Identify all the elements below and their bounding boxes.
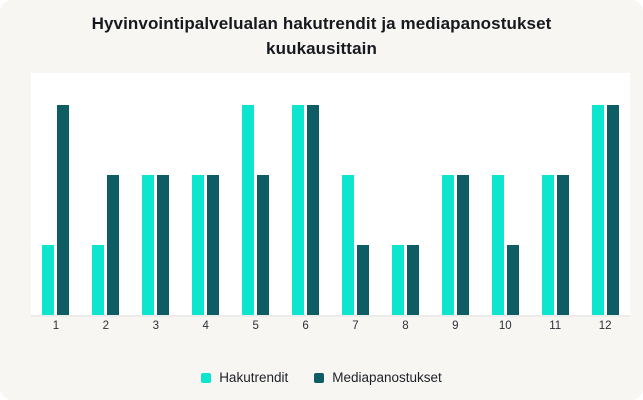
bar-group-7 bbox=[331, 73, 381, 315]
bar-mediapanostukset-4 bbox=[207, 175, 220, 315]
bar-group-3 bbox=[131, 73, 181, 315]
bar-mediapanostukset-11 bbox=[556, 175, 569, 315]
bar-hakutrendit-6 bbox=[292, 105, 305, 315]
legend-label-hakutrendit: Hakutrendit bbox=[219, 370, 289, 385]
bar-hakutrendit-3 bbox=[142, 175, 155, 315]
legend: Hakutrendit Mediapanostukset bbox=[0, 370, 643, 385]
x-tick-label-4: 4 bbox=[202, 320, 209, 332]
bar-group-1 bbox=[31, 73, 81, 315]
bar-group-2 bbox=[81, 73, 131, 315]
legend-item-hakutrendit: Hakutrendit bbox=[201, 370, 288, 385]
bar-hakutrendit-4 bbox=[192, 175, 205, 315]
bar-hakutrendit-11 bbox=[541, 175, 554, 315]
bar-hakutrendit-1 bbox=[42, 245, 55, 315]
legend-swatch-hakutrendit bbox=[201, 372, 212, 383]
legend-label-mediapanostukset: Mediapanostukset bbox=[332, 370, 442, 385]
x-tick-label-9: 9 bbox=[452, 320, 459, 332]
bar-group-9 bbox=[430, 73, 480, 315]
bar-mediapanostukset-5 bbox=[257, 175, 270, 315]
bar-hakutrendit-7 bbox=[341, 175, 354, 315]
bar-mediapanostukset-3 bbox=[157, 175, 170, 315]
bar-hakutrendit-2 bbox=[92, 245, 105, 315]
x-axis: 1 2 3 4 5 6 7 8 9 10 11 12 bbox=[31, 320, 630, 332]
bar-hakutrendit-5 bbox=[242, 105, 255, 315]
bar-mediapanostukset-9 bbox=[456, 175, 469, 315]
x-tick-label-3: 3 bbox=[152, 320, 159, 332]
x-tick-label-11: 11 bbox=[549, 320, 562, 332]
x-tick-label-1: 1 bbox=[52, 320, 60, 332]
bar-mediapanostukset-12 bbox=[606, 105, 619, 315]
plot-area bbox=[31, 73, 630, 317]
bar-group-5 bbox=[231, 73, 281, 315]
bar-mediapanostukset-8 bbox=[406, 245, 419, 315]
x-tick-label-5: 5 bbox=[252, 320, 259, 332]
chart-title: Hyvinvointipalvelualan hakutrendit ja me… bbox=[91, 14, 552, 58]
x-tick-label-12: 12 bbox=[598, 320, 612, 332]
bar-mediapanostukset-10 bbox=[506, 245, 519, 315]
x-tick-label-8: 8 bbox=[402, 320, 409, 332]
legend-swatch-mediapanostukset bbox=[314, 372, 325, 383]
bar-hakutrendit-8 bbox=[391, 245, 404, 315]
bar-mediapanostukset-2 bbox=[107, 175, 120, 315]
bar-mediapanostukset-6 bbox=[307, 105, 320, 315]
bar-group-6 bbox=[281, 73, 331, 315]
bar-hakutrendit-10 bbox=[491, 175, 504, 315]
bar-group-12 bbox=[580, 73, 630, 315]
bar-mediapanostukset-1 bbox=[57, 105, 70, 315]
legend-item-mediapanostukset: Mediapanostukset bbox=[314, 370, 442, 385]
x-tick-label-7: 7 bbox=[352, 320, 359, 332]
bar-hakutrendit-9 bbox=[441, 175, 454, 315]
bar-group-4 bbox=[181, 73, 231, 315]
bar-mediapanostukset-7 bbox=[356, 245, 369, 315]
x-tick-label-10: 10 bbox=[498, 320, 512, 332]
x-tick-label-2: 2 bbox=[102, 320, 110, 332]
bar-hakutrendit-12 bbox=[591, 105, 604, 315]
bar-group-11 bbox=[530, 73, 580, 315]
x-tick-label-6: 6 bbox=[302, 320, 309, 332]
bar-group-8 bbox=[380, 73, 430, 315]
bar-group-10 bbox=[480, 73, 530, 315]
